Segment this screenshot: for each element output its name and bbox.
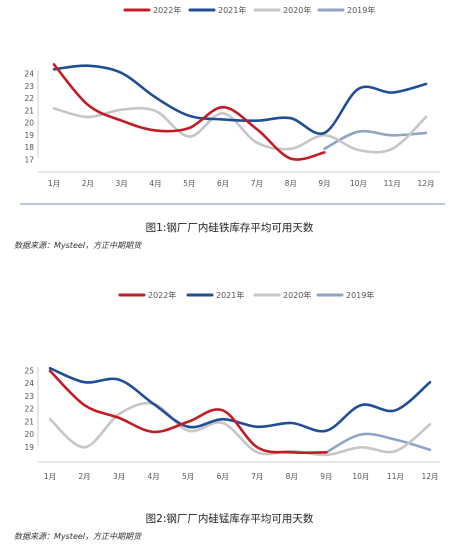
x-tick-label: 6月 xyxy=(217,472,229,481)
y-tick-label: 19 xyxy=(24,131,34,140)
x-tick-label: 3月 xyxy=(113,472,125,481)
x-tick-label: 2月 xyxy=(78,472,90,481)
y-tick-label: 22 xyxy=(24,94,34,103)
x-tick-label: 3月 xyxy=(115,179,127,188)
x-tick-label: 9月 xyxy=(318,179,330,188)
series-line-2019年 xyxy=(325,432,432,454)
legend-label: 2019年 xyxy=(347,5,375,15)
y-tick-label: 20 xyxy=(24,430,34,439)
x-tick-label: 7月 xyxy=(251,472,263,481)
x-tick-label: 8月 xyxy=(285,179,297,188)
x-tick-label: 12月 xyxy=(417,179,434,188)
y-tick-label: 23 xyxy=(24,392,34,401)
legend-label: 2019年 xyxy=(346,290,374,300)
legend-label: 2022年 xyxy=(148,290,176,300)
x-tick-label: 1月 xyxy=(44,472,56,481)
y-tick-label: 25 xyxy=(24,366,34,375)
chart-1-caption: 图1:钢厂厂内硅铁库存平均可用天数 xyxy=(145,222,314,234)
x-tick-label: 11月 xyxy=(384,179,401,188)
x-tick-label: 10月 xyxy=(350,179,367,188)
x-tick-label: 11月 xyxy=(387,472,404,481)
x-tick-label: 4月 xyxy=(147,472,159,481)
legend-label: 2022年 xyxy=(153,5,181,15)
x-tick-label: 10月 xyxy=(352,472,369,481)
series-line-2022年 xyxy=(48,369,328,454)
x-tick-label: 6月 xyxy=(217,179,229,188)
x-tick-label: 7月 xyxy=(251,179,263,188)
chart-2-source: 数据来源：Mysteel，方正中期期货 xyxy=(14,532,142,541)
y-tick-label: 20 xyxy=(24,119,34,128)
chart-2: 2022年 2021年 2020年 2019年 19 20 21 22 23 24 25 1月 2月 3月… xyxy=(24,290,440,481)
y-tick-label: 19 xyxy=(24,443,34,452)
legend-label: 2020年 xyxy=(283,5,311,15)
y-tick-label: 22 xyxy=(24,405,34,414)
x-tick-label: 4月 xyxy=(149,179,161,188)
y-tick-label: 21 xyxy=(24,106,34,115)
x-tick-label: 9月 xyxy=(320,472,332,481)
series-line-2021年 xyxy=(48,366,432,433)
x-tick-label: 8月 xyxy=(286,472,298,481)
x-tick-label: 12月 xyxy=(421,472,438,481)
x-tick-label: 1月 xyxy=(48,179,60,188)
legend-label: 2020年 xyxy=(283,290,311,300)
series-line-2022年 xyxy=(52,63,326,161)
y-tick-label: 18 xyxy=(24,143,34,152)
series-line-2021年 xyxy=(52,64,428,136)
chart-1-source: 数据来源：Mysteel，方正中期期货 xyxy=(14,241,142,250)
legend-label: 2021年 xyxy=(216,290,244,300)
y-tick-label: 21 xyxy=(24,417,34,426)
x-tick-label: 2月 xyxy=(82,179,94,188)
legend-label: 2021年 xyxy=(218,5,246,15)
series-line-2020年 xyxy=(52,106,428,154)
y-tick-label: 17 xyxy=(24,155,34,164)
chart-2-caption: 图2:钢厂厂内硅锰库存平均可用天数 xyxy=(145,513,314,525)
x-tick-label: 5月 xyxy=(183,179,195,188)
x-tick-label: 5月 xyxy=(182,472,194,481)
y-tick-label: 24 xyxy=(24,70,34,79)
chart-1: 2022年 2021年 2020年 2019年 17 18 19 20 21 22 23 24 1月 2月… xyxy=(20,5,445,205)
y-tick-label: 23 xyxy=(24,82,34,91)
y-tick-label: 24 xyxy=(24,379,34,388)
